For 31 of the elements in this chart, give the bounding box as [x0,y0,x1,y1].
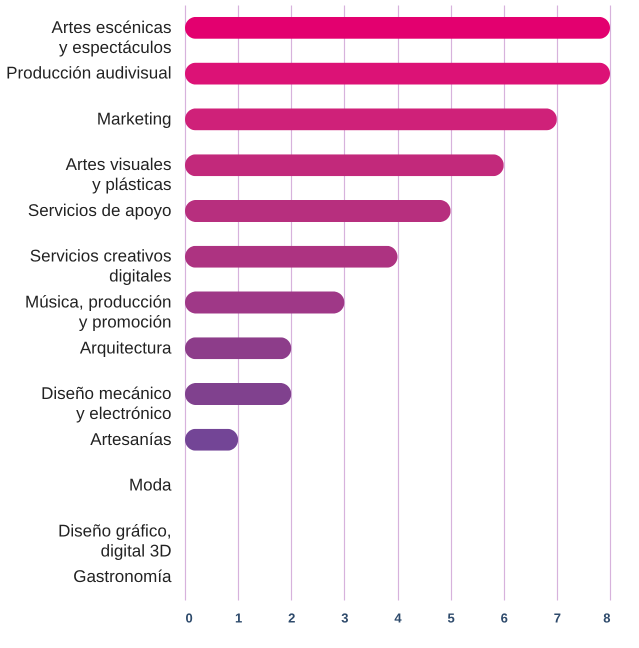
bar [185,337,292,360]
y-tick-label: Música, producción y promoción [25,292,172,332]
bar [185,16,610,39]
y-tick-label: Gastronomía [73,567,172,586]
bar [185,383,292,406]
x-tick-label: 4 [394,610,402,626]
x-tick-label: 8 [603,610,610,626]
x-tick-label: 6 [500,610,508,626]
x-tick-label: 7 [554,610,561,626]
x-tick-label: 1 [235,610,242,626]
y-tick-label: Producción audivisual [6,64,172,83]
y-tick-label: Artesanías [90,430,172,449]
x-tick-label: 0 [186,610,193,626]
y-tick-label: Diseño gráfico, digital 3D [58,521,172,560]
x-tick-label: 3 [341,610,348,626]
y-tick-label: Servicios creativos digitales [30,246,172,286]
bar [185,200,451,222]
x-tick-label: 2 [288,610,296,626]
bar [185,62,610,85]
y-tick-label: Servicios de apoyo [28,200,172,220]
bar [185,292,344,314]
y-tick-label: Artes visuales y plásticas [66,155,172,194]
y-tick-label: Marketing [96,109,172,128]
y-tick-label: Arquitectura [80,338,172,358]
bar [185,246,398,268]
y-tick-label: Diseño mecánico y electrónico [41,384,172,424]
bar [185,154,504,176]
x-tick-label: 5 [448,610,455,626]
y-tick-label: Moda [128,476,172,495]
y-tick-label: Artes escénicas y espectáculos [52,18,172,57]
bar [185,108,557,130]
